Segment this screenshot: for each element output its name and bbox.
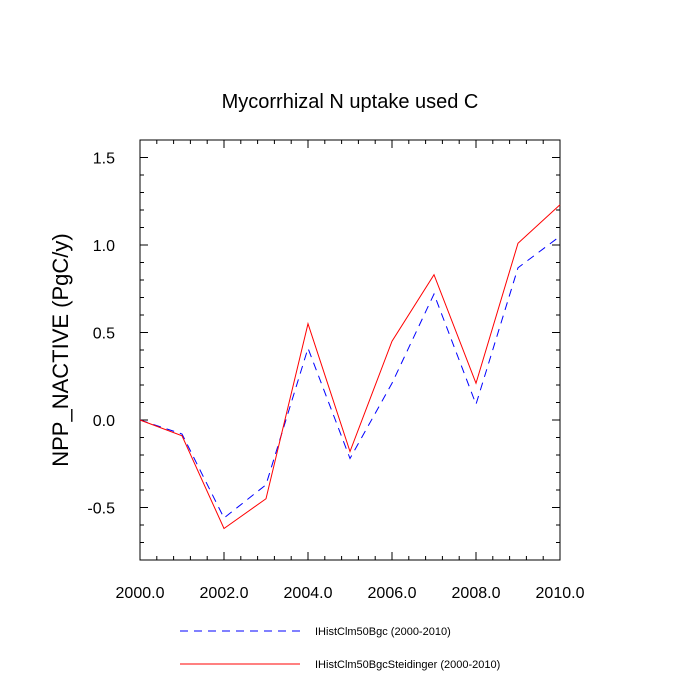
- legend-label-1: IHistClm50Bgc (2000-2010): [315, 626, 451, 638]
- axis-ticks: 2000.0 2002.0 2004.0 2006.0 2008.0 2010.0 -0.5…: [87, 139, 585, 602]
- legend: IHistClm50Bgc (2000-2010) IHistClm50BgcSt…: [180, 626, 500, 671]
- y-axis-label: NPP_NACTIVE (PgC/y): [48, 233, 73, 467]
- series-line-1: [139, 235, 561, 519]
- plot-frame: [139, 139, 561, 561]
- series-line-2: [139, 204, 561, 530]
- x-tick-label: 2002.0: [200, 585, 249, 602]
- legend-label-2: IHistClm50BgcSteidinger (2000-2010): [315, 659, 500, 671]
- x-tick-label: 2004.0: [284, 585, 333, 602]
- chart-title: Mycorrhizal N uptake used C: [222, 91, 479, 113]
- y-tick-label: -0.5: [87, 501, 115, 518]
- y-tick-label: 1.5: [93, 151, 115, 168]
- y-tick-label: 1.0: [93, 238, 115, 255]
- x-tick-label: 2008.0: [452, 585, 501, 602]
- x-tick-label: 2006.0: [368, 585, 417, 602]
- series-layer: [139, 204, 561, 530]
- x-tick-label: 2000.0: [116, 585, 165, 602]
- y-tick-label: 0.5: [93, 326, 115, 343]
- y-tick-label: 0.0: [93, 413, 115, 430]
- x-tick-label: 2010.0: [536, 585, 585, 602]
